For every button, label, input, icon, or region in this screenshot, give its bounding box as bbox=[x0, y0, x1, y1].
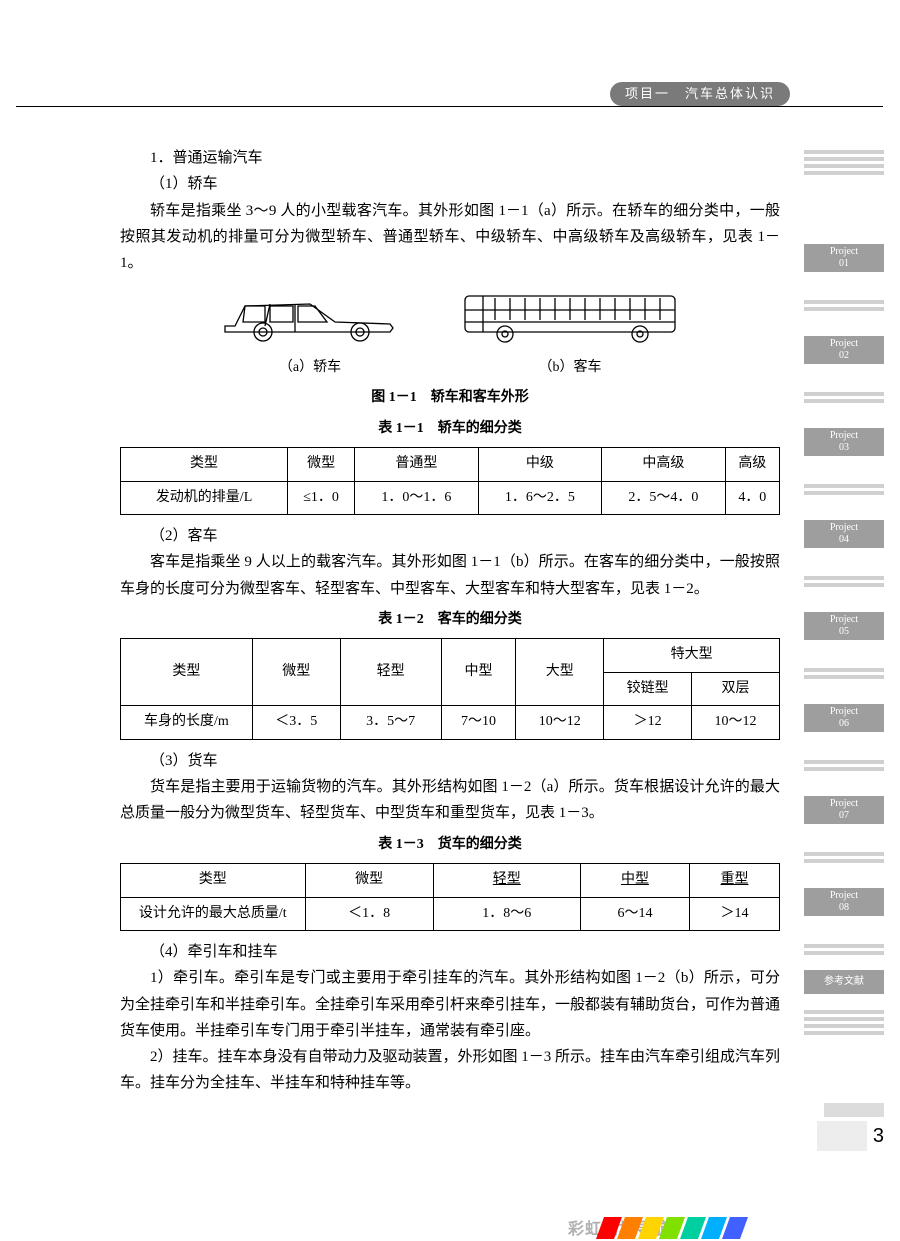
table-cell: 类型 bbox=[121, 448, 288, 482]
table-cell: 高级 bbox=[725, 448, 779, 482]
page-number: 3 bbox=[873, 1125, 884, 1148]
subhead-4: （4）牵引车和挂车 bbox=[120, 939, 780, 965]
sidetab-project-05: Project 05 bbox=[804, 612, 884, 640]
table-cell: 大型 bbox=[516, 639, 604, 706]
table-cell: ＞12 bbox=[604, 706, 692, 740]
table-cell: 轻型 bbox=[433, 864, 580, 898]
table-cell: 普通型 bbox=[355, 448, 479, 482]
figure-1a: （a）轿车 bbox=[215, 282, 405, 380]
table-cell: 中高级 bbox=[602, 448, 726, 482]
table-cell: 7～10 bbox=[441, 706, 516, 740]
table-cell: ＜1．8 bbox=[305, 897, 433, 931]
table-cell: 1．8～6 bbox=[433, 897, 580, 931]
table-cell: 双层 bbox=[692, 672, 780, 706]
sidetab-project-07: Project 07 bbox=[804, 796, 884, 824]
figure-1b: （b）客车 bbox=[455, 282, 685, 380]
table-cell: 铰链型 bbox=[604, 672, 692, 706]
sidetab-lines-5 bbox=[804, 576, 884, 589]
table-cell: 2．5～4．0 bbox=[602, 481, 726, 515]
sidetab-lines-bottom bbox=[804, 1010, 884, 1037]
sidetab-lines-3 bbox=[804, 392, 884, 405]
sidetab-project-01: Project 01 bbox=[804, 244, 884, 272]
table-cell: 10～12 bbox=[692, 706, 780, 740]
rainbow-bars bbox=[600, 1217, 900, 1241]
sidetab-project-02: Project 02 bbox=[804, 336, 884, 364]
table-cell: 1．6～2．5 bbox=[478, 481, 602, 515]
table-1-caption: 表 1－1 轿车的细分类 bbox=[120, 417, 780, 442]
heading-1: 1．普通运输汽车 bbox=[120, 145, 780, 171]
table-cell: 6～14 bbox=[580, 897, 689, 931]
table-cell: 设计允许的最大总质量/t bbox=[121, 897, 306, 931]
table-2: 类型 微型 轻型 中型 大型 特大型 铰链型 双层 车身的长度/m ＜3．5 3… bbox=[120, 638, 780, 740]
table-3: 类型 微型 轻型 中型 重型 设计允许的最大总质量/t ＜1．8 1．8～6 6… bbox=[120, 863, 780, 931]
sidetab-lines-7 bbox=[804, 760, 884, 773]
table-cell: 1．0～1．6 bbox=[355, 481, 479, 515]
table-cell: 发动机的排量/L bbox=[121, 481, 288, 515]
figure-1-caption: 图 1－1 轿车和客车外形 bbox=[120, 386, 780, 411]
table-2-caption: 表 1－2 客车的细分类 bbox=[120, 608, 780, 633]
para-3: 货车是指主要用于运输货物的汽车。其外形结构如图 1－2（a）所示。货车根据设计允… bbox=[120, 774, 780, 827]
sidetab-lines-9 bbox=[804, 944, 884, 957]
figure-1a-caption: （a）轿车 bbox=[215, 356, 405, 381]
table-cell: 4．0 bbox=[725, 481, 779, 515]
header-rule bbox=[16, 106, 883, 107]
subhead-1: （1）轿车 bbox=[120, 171, 780, 197]
table-cell: ＜3．5 bbox=[252, 706, 340, 740]
table-cell: 特大型 bbox=[604, 639, 780, 673]
page-number-block: 3 bbox=[724, 1121, 884, 1151]
sidetab-project-04: Project 04 bbox=[804, 520, 884, 548]
table-cell: 车身的长度/m bbox=[121, 706, 253, 740]
table-cell: 微型 bbox=[252, 639, 340, 706]
table-cell: 中级 bbox=[478, 448, 602, 482]
sidetab-project-08: Project 08 bbox=[804, 888, 884, 916]
car-icon bbox=[215, 282, 405, 344]
figure-1b-caption: （b）客车 bbox=[455, 356, 685, 381]
table-cell: ＞14 bbox=[689, 897, 779, 931]
para-4-2: 2）挂车。挂车本身没有自带动力及驱动装置，外形如图 1－3 所示。挂车由汽车牵引… bbox=[120, 1044, 780, 1097]
sidetab-lines-top bbox=[804, 150, 884, 177]
sidetab-lines-2 bbox=[804, 300, 884, 313]
table-cell: 中型 bbox=[441, 639, 516, 706]
table-cell: 中型 bbox=[580, 864, 689, 898]
sidetab-lines-6 bbox=[804, 668, 884, 681]
table-1: 类型 微型 普通型 中级 中高级 高级 发动机的排量/L ≤1．0 1．0～1．… bbox=[120, 447, 780, 515]
sidetab-lines-8 bbox=[804, 852, 884, 865]
subhead-2: （2）客车 bbox=[120, 523, 780, 549]
table-cell: 类型 bbox=[121, 639, 253, 706]
bus-icon bbox=[455, 282, 685, 344]
table-cell: 3．5～7 bbox=[340, 706, 441, 740]
sidetab-project-06: Project 06 bbox=[804, 704, 884, 732]
sidetab-references: 参考文献 bbox=[804, 970, 884, 994]
header-tab: 项目一 汽车总体认识 bbox=[610, 82, 790, 106]
figure-1: （a）轿车 bbox=[120, 282, 780, 380]
table-3-caption: 表 1－3 货车的细分类 bbox=[120, 833, 780, 858]
para-1: 轿车是指乘坐 3～9 人的小型载客汽车。其外形如图 1－1（a）所示。在轿车的细… bbox=[120, 198, 780, 277]
table-cell: ≤1．0 bbox=[288, 481, 355, 515]
para-4-1: 1）牵引车。牵引车是专门或主要用于牵引挂车的汽车。其外形结构如图 1－2（b）所… bbox=[120, 965, 780, 1044]
page-body: 1．普通运输汽车 （1）轿车 轿车是指乘坐 3～9 人的小型载客汽车。其外形如图… bbox=[120, 145, 780, 1097]
table-cell: 轻型 bbox=[340, 639, 441, 706]
sidetab-lines-4 bbox=[804, 484, 884, 497]
table-cell: 微型 bbox=[305, 864, 433, 898]
table-cell: 类型 bbox=[121, 864, 306, 898]
table-cell: 微型 bbox=[288, 448, 355, 482]
table-cell: 10～12 bbox=[516, 706, 604, 740]
para-2: 客车是指乘坐 9 人以上的载客汽车。其外形如图 1－1（b）所示。在客车的细分类… bbox=[120, 549, 780, 602]
subhead-3: （3）货车 bbox=[120, 748, 780, 774]
table-cell: 重型 bbox=[689, 864, 779, 898]
sidetab-project-03: Project 03 bbox=[804, 428, 884, 456]
